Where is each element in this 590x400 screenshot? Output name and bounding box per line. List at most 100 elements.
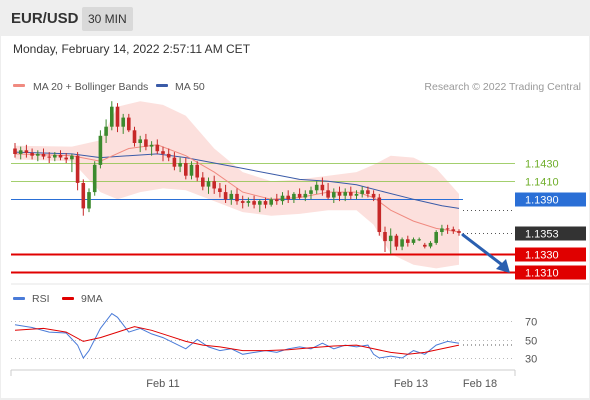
candle-body xyxy=(360,190,364,194)
candle-body xyxy=(337,192,342,196)
candle-body xyxy=(132,130,137,143)
candlestick xyxy=(53,152,57,162)
candlestick xyxy=(115,103,120,133)
candle-body xyxy=(149,144,154,147)
candle-body xyxy=(423,244,427,247)
candle-body xyxy=(320,184,325,191)
bollinger-band-area xyxy=(15,101,459,269)
candle-body xyxy=(13,148,17,154)
candlestick xyxy=(292,192,296,203)
candlestick xyxy=(360,186,364,198)
candle-body xyxy=(58,154,63,158)
candle-body xyxy=(240,201,245,203)
candle-body xyxy=(189,164,194,176)
candlestick xyxy=(13,143,17,158)
last-price-tag-label: 1.1353 xyxy=(525,229,559,241)
candle-body xyxy=(41,153,46,157)
candlestick xyxy=(184,157,188,180)
candlestick xyxy=(155,139,160,154)
candlestick xyxy=(149,141,154,156)
candle-body xyxy=(75,155,80,183)
candle-body xyxy=(127,117,131,131)
candlestick xyxy=(258,199,262,213)
candlestick xyxy=(246,197,251,207)
candle-body xyxy=(223,192,228,200)
candlestick xyxy=(161,146,165,162)
candlestick xyxy=(428,241,433,249)
support-price-tag-label: 1.1330 xyxy=(525,250,559,262)
candlestick xyxy=(75,152,80,191)
last-price-tag xyxy=(515,226,586,241)
candle-body xyxy=(110,106,114,127)
x-tick-label: Feb 13 xyxy=(394,378,428,390)
candlestick xyxy=(366,186,370,198)
candle-body xyxy=(388,235,393,242)
candle-body xyxy=(286,195,290,200)
candle-body xyxy=(229,193,234,200)
candlestick xyxy=(349,186,353,200)
candle-body xyxy=(428,242,433,247)
candle-body xyxy=(155,144,160,152)
ma50-legend-label: MA 50 xyxy=(175,81,205,93)
candlestick xyxy=(411,237,416,245)
candle-body xyxy=(166,153,171,158)
candlestick xyxy=(445,224,450,234)
candlestick xyxy=(98,130,103,169)
candlestick xyxy=(252,195,256,209)
candlestick xyxy=(201,172,205,191)
candlestick xyxy=(166,148,171,162)
candle-body xyxy=(212,181,216,189)
candle-body xyxy=(451,229,456,232)
candle-body xyxy=(252,201,256,205)
candle-body xyxy=(326,190,330,198)
candlestick xyxy=(87,188,91,213)
candlestick xyxy=(240,195,245,209)
candle-body xyxy=(349,192,353,196)
candlestick xyxy=(309,186,313,200)
rsi-tick-label: 30 xyxy=(525,354,537,366)
candlestick xyxy=(229,190,234,205)
candlestick xyxy=(440,224,444,236)
ma50-legend-swatch xyxy=(156,84,168,87)
candle-body xyxy=(258,201,262,205)
candlestick xyxy=(212,175,216,194)
candlestick xyxy=(195,161,199,182)
candlestick xyxy=(400,237,404,251)
candlestick xyxy=(326,183,330,200)
candlestick xyxy=(354,190,359,200)
ma9-legend-swatch xyxy=(62,297,74,300)
candle-body xyxy=(314,184,319,191)
candle-body xyxy=(377,197,382,232)
bollinger-band-fill xyxy=(15,101,459,269)
candlestick xyxy=(58,150,63,161)
candlestick xyxy=(189,161,194,180)
candle-body xyxy=(406,239,410,243)
candlestick xyxy=(70,153,74,173)
candlestick xyxy=(303,190,308,202)
candlestick xyxy=(269,197,273,207)
resistance-price-tag-label: 1.1390 xyxy=(525,195,559,207)
candle-body xyxy=(184,163,188,176)
candle-body xyxy=(303,193,308,198)
support-price-tag-label: 1.1310 xyxy=(525,268,559,280)
candlestick xyxy=(132,126,137,147)
candle-body xyxy=(371,193,376,198)
candlestick xyxy=(388,228,393,254)
candlestick xyxy=(343,188,347,202)
candlestick xyxy=(286,190,290,203)
candlestick xyxy=(423,242,427,249)
candle-body xyxy=(275,199,279,202)
candle-body xyxy=(434,232,438,243)
ma50-line xyxy=(14,151,460,209)
timeframe-button[interactable]: 30 MIN xyxy=(82,7,133,31)
candlestick xyxy=(92,161,97,196)
support-price-tag xyxy=(515,247,586,262)
candle-body xyxy=(246,201,251,203)
forecast-arrow-shaft xyxy=(461,233,503,266)
resistance-level-label: 1.1430 xyxy=(525,159,559,171)
candle-body xyxy=(411,239,416,243)
candle-body xyxy=(24,150,29,153)
candle-body xyxy=(201,177,205,187)
candlestick xyxy=(406,235,410,247)
